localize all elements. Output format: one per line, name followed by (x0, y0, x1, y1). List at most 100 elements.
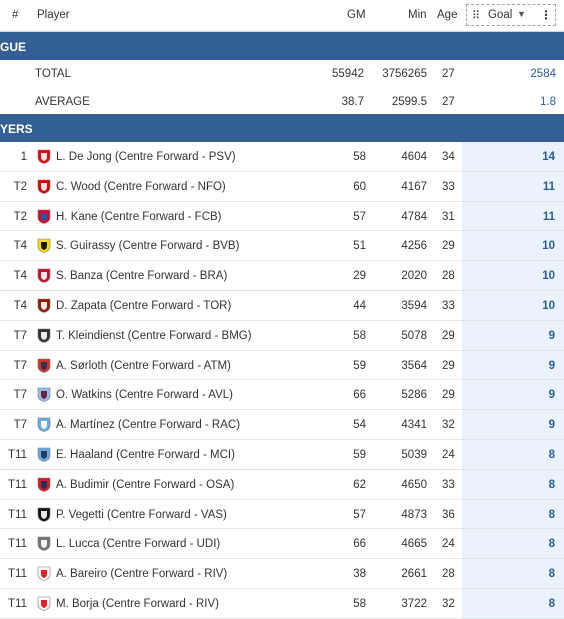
goal-column-header[interactable]: ⠿ Goal ▼ ⋮ (466, 4, 556, 26)
gm-cell: 58 (353, 151, 366, 163)
goal-cell-highlight (462, 529, 564, 559)
rank-cell: T11 (8, 568, 27, 581)
goal-cell-highlight (462, 380, 564, 410)
summary-row-average: AVERAGE 38.7 2599.5 27 1.8 (0, 88, 564, 117)
gm-cell: 66 (353, 389, 366, 402)
club-crest-icon (37, 596, 51, 611)
table-row[interactable]: T7 A. Martínez (Centre Forward - RAC) 54 43… (0, 410, 564, 440)
player-name-link[interactable]: A. Sørloth (Centre Forward - ATM) (56, 359, 231, 372)
goal-cell-highlight (462, 588, 564, 618)
age-cell: 33 (442, 299, 455, 312)
gm-cell: 58 (353, 329, 366, 342)
rank-cell: T11 (8, 448, 27, 461)
sort-descending-icon[interactable]: ▼ (517, 9, 526, 19)
rank-cell: T4 (13, 299, 27, 312)
player-name-link[interactable]: S. Guirassy (Centre Forward - BVB) (56, 240, 240, 253)
goal-cell-highlight (462, 559, 564, 588)
min-column-header[interactable]: Min (408, 9, 427, 21)
player-column-header[interactable]: Player (37, 9, 70, 21)
column-menu-icon[interactable]: ⋮ (540, 8, 552, 22)
age-cell: 29 (442, 359, 455, 372)
age-cell: 36 (442, 508, 455, 521)
summary-gm: 38.7 (341, 96, 364, 108)
rank-cell: T2 (13, 180, 27, 193)
summary-gm: 55942 (332, 68, 364, 80)
table-row[interactable]: T11 E. Haaland (Centre Forward - MCI) 59 50… (0, 439, 564, 470)
min-cell: 4341 (401, 419, 427, 432)
player-name-link[interactable]: L. De Jong (Centre Forward - PSV) (56, 151, 236, 163)
player-name-link[interactable]: M. Borja (Centre Forward - RIV) (56, 597, 219, 610)
table-row[interactable]: T11 M. Borja (Centre Forward - RIV) 58 3722… (0, 588, 564, 619)
rank-column-header[interactable]: # (12, 9, 19, 21)
goal-cell: 8 (548, 538, 555, 551)
gm-cell: 38 (353, 568, 366, 581)
age-cell: 28 (442, 270, 455, 283)
min-cell: 2661 (401, 568, 427, 581)
goal-cell: 11 (542, 180, 555, 193)
rank-cell: T7 (13, 329, 27, 342)
player-name-link[interactable]: O. Watkins (Centre Forward - AVL) (56, 389, 234, 402)
goal-cell: 8 (548, 478, 555, 491)
table-row[interactable]: T11 A. Budimir (Centre Forward - OSA) 62 46… (0, 469, 564, 500)
min-cell: 2020 (401, 270, 427, 283)
player-name-link[interactable]: D. Zapata (Centre Forward - TOR) (56, 299, 232, 312)
goal-column-label: Goal (488, 9, 513, 21)
gm-cell: 58 (353, 597, 366, 610)
player-name-link[interactable]: S. Banza (Centre Forward - BRA) (56, 270, 228, 283)
rank-cell: T4 (13, 270, 27, 283)
min-cell: 3594 (401, 299, 427, 312)
player-name-link[interactable]: A. Martínez (Centre Forward - RAC) (56, 419, 241, 432)
player-name-link[interactable]: T. Kleindienst (Centre Forward - BMG) (56, 329, 252, 342)
club-crest-icon (37, 358, 51, 373)
min-cell: 3564 (401, 359, 427, 372)
player-name-link[interactable]: A. Bareiro (Centre Forward - RIV) (56, 568, 228, 581)
rank-cell: T7 (13, 359, 27, 372)
league-group-header: GUE (0, 32, 564, 60)
drag-handle-icon[interactable]: ⠿ (472, 10, 480, 22)
goal-cell: 10 (542, 270, 555, 283)
goal-cell: 9 (548, 359, 555, 372)
player-name-link[interactable]: A. Budimir (Centre Forward - OSA) (56, 478, 235, 491)
player-name-link[interactable]: L. Lucca (Centre Forward - UDI) (56, 538, 221, 551)
player-name-link[interactable]: H. Kane (Centre Forward - FCB) (56, 210, 222, 223)
table-row[interactable]: T7 A. Sørloth (Centre Forward - ATM) 59 356… (0, 350, 564, 381)
age-column-header[interactable]: Age (437, 9, 458, 21)
club-crest-icon (37, 239, 51, 254)
table-row[interactable]: T2 C. Wood (Centre Forward - NFO) 60 4167 33… (0, 171, 564, 202)
table-row[interactable]: 1 L. De Jong (Centre Forward - PSV) 58 4604… (0, 142, 564, 172)
age-cell: 31 (442, 210, 455, 223)
goal-cell-highlight (462, 261, 564, 290)
gm-column-header[interactable]: GM (347, 9, 366, 21)
player-name-link[interactable]: P. Vegetti (Centre Forward - VAS) (56, 508, 227, 521)
rank-cell: 1 (20, 151, 27, 163)
age-cell: 32 (442, 597, 455, 610)
age-cell: 28 (442, 568, 455, 581)
table-row[interactable]: T2 H. Kane (Centre Forward - FCB) 57 4784 31… (0, 201, 564, 232)
table-row[interactable]: T7 T. Kleindienst (Centre Forward - BMG) 5… (0, 320, 564, 351)
club-crest-icon (37, 447, 51, 462)
table-row[interactable]: T7 O. Watkins (Centre Forward - AVL) 66 528… (0, 380, 564, 411)
league-group-label: GUE (0, 40, 27, 54)
summary-goal: 2584 (530, 68, 556, 80)
gm-cell: 66 (353, 538, 366, 551)
gm-cell: 59 (353, 448, 366, 461)
table-row[interactable]: T11 L. Lucca (Centre Forward - UDI) 66 4665… (0, 529, 564, 560)
player-name-link[interactable]: C. Wood (Centre Forward - NFO) (56, 180, 226, 193)
table-row[interactable]: T4 D. Zapata (Centre Forward - TOR) 44 3594… (0, 290, 564, 321)
table-row[interactable]: T4 S. Banza (Centre Forward - BRA) 29 2020 2… (0, 261, 564, 291)
min-cell: 4873 (401, 508, 427, 521)
table-row[interactable]: T11 A. Bareiro (Centre Forward - RIV) 38 26… (0, 559, 564, 589)
players-group-header: YERS (0, 114, 564, 142)
club-crest-icon (37, 566, 51, 581)
min-cell: 5286 (401, 389, 427, 402)
goal-cell-highlight (462, 439, 564, 469)
age-cell: 29 (442, 389, 455, 402)
club-crest-icon (37, 179, 51, 194)
table-row[interactable]: T11 P. Vegetti (Centre Forward - VAS) 57 48… (0, 499, 564, 530)
club-crest-icon (37, 477, 51, 492)
player-name-link[interactable]: E. Haaland (Centre Forward - MCI) (56, 448, 235, 461)
summary-min: 3756265 (382, 68, 427, 80)
table-row[interactable]: T4 S. Guirassy (Centre Forward - BVB) 51 42… (0, 231, 564, 262)
rank-cell: T4 (13, 240, 27, 253)
min-cell: 4167 (401, 180, 427, 193)
